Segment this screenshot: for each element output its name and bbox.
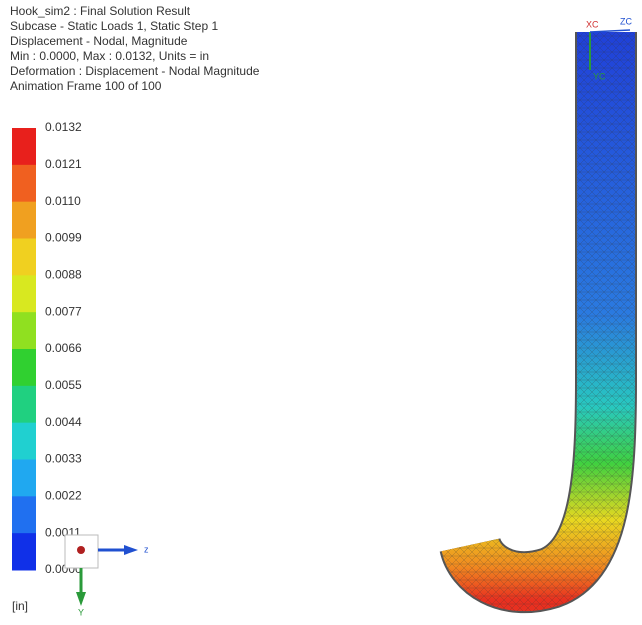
legend-band [12,312,36,349]
legend-band [12,275,36,312]
hook-model [470,32,606,582]
legend-label: 0.0033 [45,452,82,466]
legend-label: 0.0099 [45,231,82,245]
legend-label: 0.0121 [45,157,82,171]
header: Hook_sim2 : Final Solution Result Subcas… [10,4,260,93]
axis-label: XC [586,19,599,29]
legend-label: 0.0022 [45,489,82,503]
header-line: Subcase - Static Loads 1, Static Step 1 [10,19,218,33]
header-line: Min : 0.0000, Max : 0.0132, Units = in [10,49,209,63]
legend-band [12,423,36,460]
legend-label: 0.0088 [45,268,82,282]
legend-band [12,386,36,423]
legend-label: 0.0110 [45,194,81,208]
legend-band [12,496,36,533]
axis-label: ZC [620,16,632,26]
header-line: Animation Frame 100 of 100 [10,79,162,93]
legend-band [12,128,36,165]
result-view: Hook_sim2 : Final Solution Result Subcas… [0,0,642,620]
axis-label: YC [593,71,606,81]
legend-band [12,460,36,497]
legend-label: 0.0066 [45,341,82,355]
triad-label: z [144,544,149,554]
header-line: Hook_sim2 : Final Solution Result [10,4,191,18]
legend-band [12,349,36,386]
color-legend: 0.0132 0.0121 0.0110 0.0099 0.0088 0.0077 0.00… [12,120,82,576]
legend-band [12,165,36,202]
view-triad: z Y [65,535,149,617]
header-line: Displacement - Nodal, Magnitude [10,34,188,48]
legend-band [12,239,36,276]
legend-label: 0.0132 [45,120,82,134]
legend-unit: [in] [12,599,28,613]
legend-band [12,202,36,239]
triad-label: Y [78,607,84,617]
legend-label: 0.0055 [45,378,82,392]
legend-band [12,533,36,570]
header-line: Deformation : Displacement - Nodal Magni… [10,64,260,78]
legend-label: 0.0077 [45,304,82,318]
legend-label: 0.0044 [45,415,82,429]
